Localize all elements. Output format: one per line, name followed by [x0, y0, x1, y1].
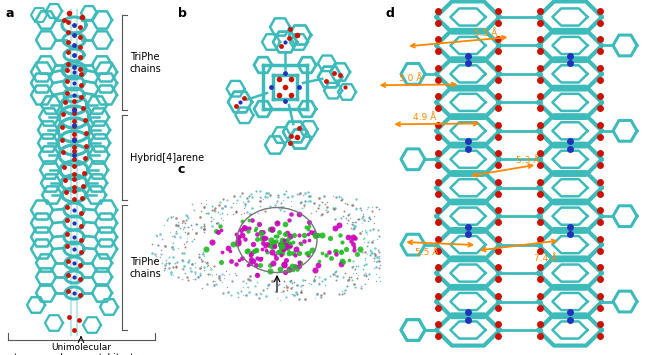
- Text: Hybrid[4]arene: Hybrid[4]arene: [130, 153, 204, 163]
- Text: TriPhe
chains: TriPhe chains: [130, 52, 162, 74]
- Text: b: b: [178, 7, 187, 20]
- Text: d: d: [385, 7, 394, 20]
- Text: 5.3 Å: 5.3 Å: [516, 156, 539, 165]
- Text: TriPhe
chains: TriPhe chains: [130, 257, 162, 279]
- Text: 7.4 Å: 7.4 Å: [534, 254, 558, 263]
- Text: 4.9 Å: 4.9 Å: [413, 113, 436, 122]
- Text: 5.0 Å: 5.0 Å: [399, 73, 423, 83]
- Text: Unimolecular
transmembrane artchitecture: Unimolecular transmembrane artchitecture: [13, 343, 148, 355]
- Text: 5.5 Å: 5.5 Å: [474, 29, 498, 38]
- Text: 5.5 Å: 5.5 Å: [415, 247, 439, 257]
- Text: a: a: [5, 7, 13, 20]
- Text: c: c: [178, 163, 186, 176]
